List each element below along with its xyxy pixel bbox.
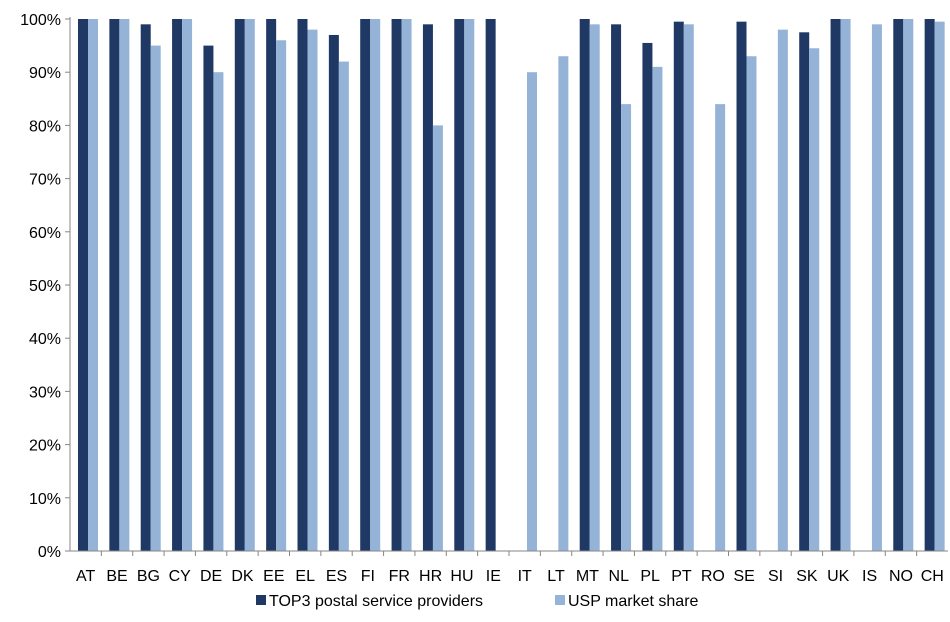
y-tick-label: 100%	[20, 12, 61, 29]
bar-pl-series-2	[652, 66, 663, 551]
bar-se-series-1	[736, 21, 747, 552]
bar-sk-series-1	[799, 32, 810, 552]
x-tick-label-it: IT	[518, 568, 532, 585]
bar-fr-series-2	[401, 19, 412, 551]
x-tick-label-pt: PT	[671, 568, 692, 585]
bar-si-series-2	[777, 29, 788, 551]
bar-ch-series-2	[934, 21, 945, 552]
y-tick-label: 50%	[29, 278, 61, 295]
bar-el-series-1	[297, 19, 308, 551]
x-tick-label-ie: IE	[486, 568, 501, 585]
x-tick-label-se: SE	[734, 568, 755, 585]
bar-no-series-2	[903, 19, 914, 551]
bar-uk-series-1	[830, 19, 841, 551]
bar-hu-series-1	[454, 19, 465, 551]
bar-de-series-1	[203, 45, 214, 551]
bar-hr-series-1	[422, 24, 433, 551]
y-tick-label: 0%	[38, 544, 61, 561]
bar-es-series-2	[338, 61, 349, 552]
bar-ro-series-2	[715, 104, 726, 552]
x-tick-label-nl: NL	[609, 568, 630, 585]
y-tick-label: 90%	[29, 65, 61, 82]
bar-se-series-2	[746, 56, 757, 552]
x-tick-label-de: DE	[200, 568, 222, 585]
bar-be-series-2	[119, 19, 130, 551]
legend-label-series-1: TOP3 postal service providers	[269, 593, 483, 610]
bars-layer	[78, 19, 945, 552]
bar-uk-series-2	[840, 19, 851, 551]
bar-pt-series-1	[673, 21, 684, 552]
y-tick-label: 40%	[29, 331, 61, 348]
bar-cy-series-2	[182, 19, 193, 551]
bar-is-series-2	[871, 24, 882, 551]
legend-swatch-series-1	[256, 595, 266, 605]
bar-mt-series-1	[579, 19, 590, 551]
y-tick-label: 30%	[29, 384, 61, 401]
x-tick-label-uk: UK	[827, 568, 850, 585]
bar-ee-series-1	[266, 19, 277, 551]
x-tick-label-lt: LT	[547, 568, 565, 585]
bar-hu-series-2	[464, 19, 475, 551]
bar-at-series-1	[78, 19, 88, 551]
x-tick-label-ch: CH	[921, 568, 944, 585]
x-tick-label-el: EL	[295, 568, 315, 585]
x-tick-label-ro: RO	[701, 568, 725, 585]
y-tick-label: 60%	[29, 225, 61, 242]
legend-swatch-series-2	[555, 595, 565, 605]
x-tick-label-si: SI	[768, 568, 783, 585]
bar-pt-series-2	[683, 24, 694, 551]
y-axis-ticks: 0% 10% 20% 30% 40% 50% 60% 70% 80% 90% 100%	[20, 12, 70, 561]
bar-fr-series-1	[391, 19, 402, 551]
bar-be-series-1	[109, 19, 120, 551]
bar-mt-series-2	[589, 24, 600, 551]
bar-sk-series-2	[809, 48, 820, 551]
bar-it-series-2	[527, 72, 537, 551]
x-axis-ticks: AT BE BG CY DE DK EE EL ES FI FR HR HU IE IT LT MT NL PL PT…	[76, 551, 944, 585]
x-tick-label-pl: PL	[640, 568, 660, 585]
x-tick-label-fr: FR	[389, 568, 410, 585]
x-tick-label-cy: CY	[169, 568, 192, 585]
x-tick-label-es: ES	[326, 568, 347, 585]
legend: TOP3 postal service providers USP market …	[256, 593, 699, 610]
bar-bg-series-2	[150, 45, 161, 551]
bar-cy-series-1	[172, 19, 183, 551]
bar-el-series-2	[307, 29, 318, 551]
bar-dk-series-2	[244, 19, 255, 551]
bar-hr-series-2	[432, 125, 443, 552]
x-tick-label-ee: EE	[263, 568, 284, 585]
bar-fi-series-1	[360, 19, 371, 551]
bar-pl-series-1	[642, 42, 653, 551]
x-tick-label-is: IS	[862, 568, 877, 585]
bar-at-series-2	[88, 19, 98, 551]
x-tick-label-dk: DK	[231, 568, 254, 585]
bar-lt-series-2	[558, 56, 569, 552]
bar-nl-series-2	[621, 104, 632, 552]
x-tick-label-mt: MT	[576, 568, 599, 585]
y-tick-label: 20%	[29, 438, 61, 455]
bar-nl-series-1	[611, 24, 622, 551]
y-tick-label: 10%	[29, 491, 61, 508]
x-tick-label-at: AT	[76, 568, 95, 585]
x-tick-label-no: NO	[889, 568, 913, 585]
y-tick-label: 70%	[29, 172, 61, 189]
bar-de-series-2	[213, 72, 224, 551]
bar-ee-series-2	[276, 40, 287, 551]
bar-no-series-1	[893, 19, 904, 551]
x-tick-label-bg: BG	[137, 568, 160, 585]
x-tick-label-hr: HR	[419, 568, 442, 585]
bar-fi-series-2	[370, 19, 381, 551]
x-tick-label-hu: HU	[450, 568, 473, 585]
x-tick-label-sk: SK	[796, 568, 818, 585]
x-tick-label-fi: FI	[361, 568, 375, 585]
x-tick-label-be: BE	[106, 568, 127, 585]
bar-es-series-1	[328, 34, 339, 551]
bar-ie-series-1	[485, 19, 496, 551]
bar-bg-series-1	[140, 24, 151, 551]
legend-label-series-2: USP market share	[568, 593, 699, 610]
bar-ch-series-1	[924, 19, 935, 551]
y-tick-label: 80%	[29, 118, 61, 135]
bar-dk-series-1	[234, 19, 245, 551]
